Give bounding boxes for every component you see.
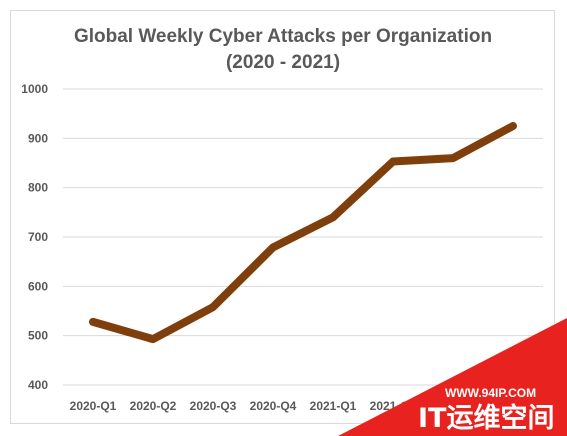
chart-subtitle: (2020 - 2021) <box>226 52 340 73</box>
x-tick-label: 2020-Q3 <box>190 399 237 413</box>
y-tick-label: 700 <box>28 230 48 244</box>
y-tick-label: 500 <box>28 329 48 343</box>
data-point <box>271 245 275 249</box>
x-tick-label: 2021-Q1 <box>310 399 357 413</box>
y-axis-ticks: 400 500 600 700 800 900 1000 <box>21 82 48 392</box>
y-tick-label: 600 <box>28 279 48 293</box>
chart-frame <box>10 10 555 424</box>
y-tick-label: 1000 <box>21 82 48 96</box>
x-tick-label: 2020-Q1 <box>70 399 117 413</box>
y-tick-label: 900 <box>28 131 48 145</box>
data-point <box>511 124 515 128</box>
watermark-url: WWW.94IP.COM <box>445 386 536 400</box>
chart-title: Global Weekly Cyber Attacks per Organiza… <box>74 26 492 47</box>
series-layer <box>89 122 517 344</box>
series-line <box>89 122 517 344</box>
data-point <box>151 337 155 341</box>
data-point <box>211 305 215 309</box>
x-tick-label: 2020-Q4 <box>250 399 297 413</box>
watermark-brand: IT运维空间 <box>418 402 554 434</box>
data-point <box>451 156 455 160</box>
y-tick-label: 400 <box>28 378 48 392</box>
data-point <box>331 215 335 219</box>
data-point <box>391 160 395 164</box>
data-point <box>91 320 95 324</box>
watermark-triangle <box>338 318 567 436</box>
x-tick-label: 2020-Q2 <box>130 399 177 413</box>
y-tick-label: 800 <box>28 181 48 195</box>
